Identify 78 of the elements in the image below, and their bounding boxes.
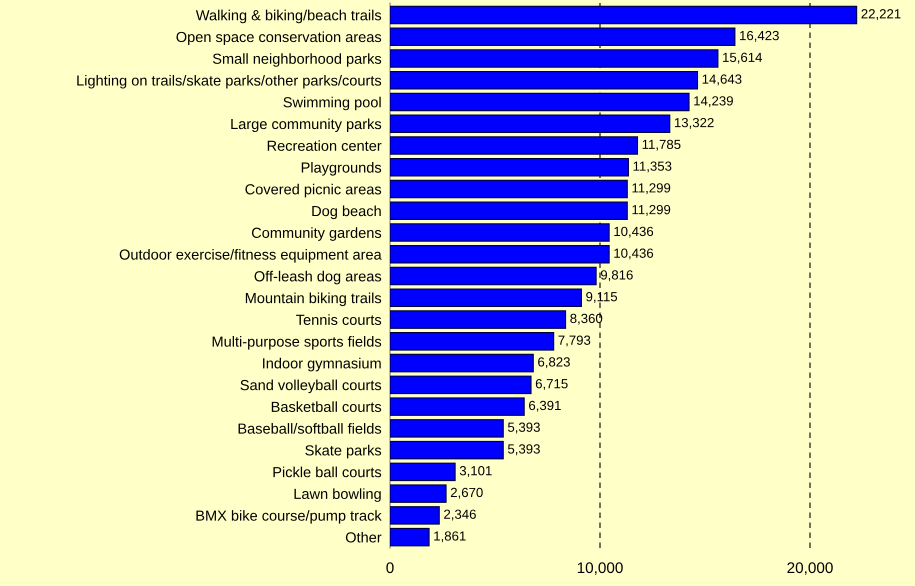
y-tick-label: Walking & biking/beach trails — [196, 10, 382, 24]
y-tick-label: Indoor gymnasium — [263, 358, 381, 372]
data-label: 9,115 — [586, 292, 618, 303]
y-tick-label: Sand volleyball courts — [240, 380, 382, 394]
data-label: 13,322 — [674, 118, 714, 129]
data-label: 1,861 — [434, 531, 466, 542]
bar — [390, 49, 718, 68]
bar — [390, 376, 532, 394]
data-label: 11,299 — [632, 204, 670, 216]
y-tick-label: Lawn bowling — [294, 488, 381, 502]
data-label: 3,101 — [460, 466, 492, 477]
y-tick-label: Outdoor exercise/fitness equipment area — [120, 249, 382, 263]
data-label: 15,614 — [723, 52, 762, 64]
x-tick-label: 10,000 — [578, 562, 623, 575]
data-label: 11,353 — [634, 161, 672, 172]
bar — [390, 440, 504, 460]
bar — [390, 484, 447, 503]
data-label: 2,346 — [444, 510, 476, 520]
bar — [390, 245, 610, 264]
y-tick-label: Skate parks — [305, 444, 382, 458]
bar — [390, 266, 597, 286]
bar — [390, 506, 440, 525]
bar — [390, 354, 534, 372]
y-tick-label: Pickle ball courts — [273, 466, 382, 478]
y-tick-label: Mountain biking trails — [246, 292, 382, 306]
bar — [390, 6, 858, 24]
x-tick-label: 20,000 — [787, 562, 833, 575]
data-label: 10,436 — [614, 248, 654, 260]
y-tick-label: Open space conservation areas — [176, 31, 382, 46]
data-label: 22,221 — [861, 9, 901, 20]
y-tick-label: Recreation center — [268, 140, 382, 151]
y-tick-label: Other — [346, 532, 382, 543]
data-label: 6,715 — [536, 379, 568, 390]
data-label: 11,785 — [642, 140, 680, 151]
data-label: 14,643 — [702, 74, 742, 86]
bar — [390, 92, 690, 112]
y-tick-label: Small neighborhood parks — [212, 53, 382, 67]
data-label: 6,391 — [529, 400, 561, 412]
bar — [390, 27, 736, 46]
y-tick-label: BMX bike course/pump track — [196, 510, 382, 524]
data-label: 14,239 — [694, 96, 733, 108]
data-label: 7,793 — [558, 336, 590, 346]
x-tick-label: 0 — [386, 562, 394, 574]
y-tick-label: Tennis courts — [296, 314, 382, 325]
y-tick-label: Baseball/softball fields — [238, 423, 382, 434]
bar — [390, 180, 628, 198]
data-label: 9,816 — [600, 270, 633, 282]
bar — [390, 397, 525, 416]
y-tick-label: Swimming pool — [283, 96, 381, 110]
data-label: 5,393 — [508, 422, 540, 434]
data-label: 5,393 — [508, 444, 540, 456]
y-tick-label: Large community parks — [231, 118, 382, 132]
bar — [390, 310, 566, 329]
y-tick-label: Community gardens — [252, 227, 382, 241]
data-label: 2,670 — [450, 488, 483, 499]
y-tick-label: Basketball courts — [272, 401, 382, 412]
bar — [390, 332, 554, 351]
y-tick-label: Dog beach — [312, 205, 381, 220]
bar — [390, 528, 430, 546]
data-label: 10,436 — [614, 226, 654, 238]
y-tick-label: Covered picnic areas — [245, 184, 382, 198]
bar — [390, 223, 610, 242]
bar — [390, 419, 504, 438]
y-tick-label: Off-leash dog areas — [254, 270, 382, 284]
y-tick-label: Multi-purpose sports fields — [212, 336, 382, 350]
bar — [390, 158, 629, 177]
data-label: 6,823 — [538, 357, 570, 368]
y-tick-label: Playgrounds — [302, 162, 382, 176]
bar — [390, 202, 628, 220]
bar — [390, 70, 698, 90]
bar — [390, 462, 456, 482]
data-label: 11,299 — [632, 183, 670, 194]
y-tick-label: Lighting on trails/skate parks/other parks/courts — [77, 74, 382, 89]
data-label: 8,360 — [570, 314, 602, 325]
bar — [390, 136, 638, 155]
bar — [390, 114, 670, 134]
data-label: 16,423 — [740, 30, 779, 42]
bar — [390, 288, 582, 308]
